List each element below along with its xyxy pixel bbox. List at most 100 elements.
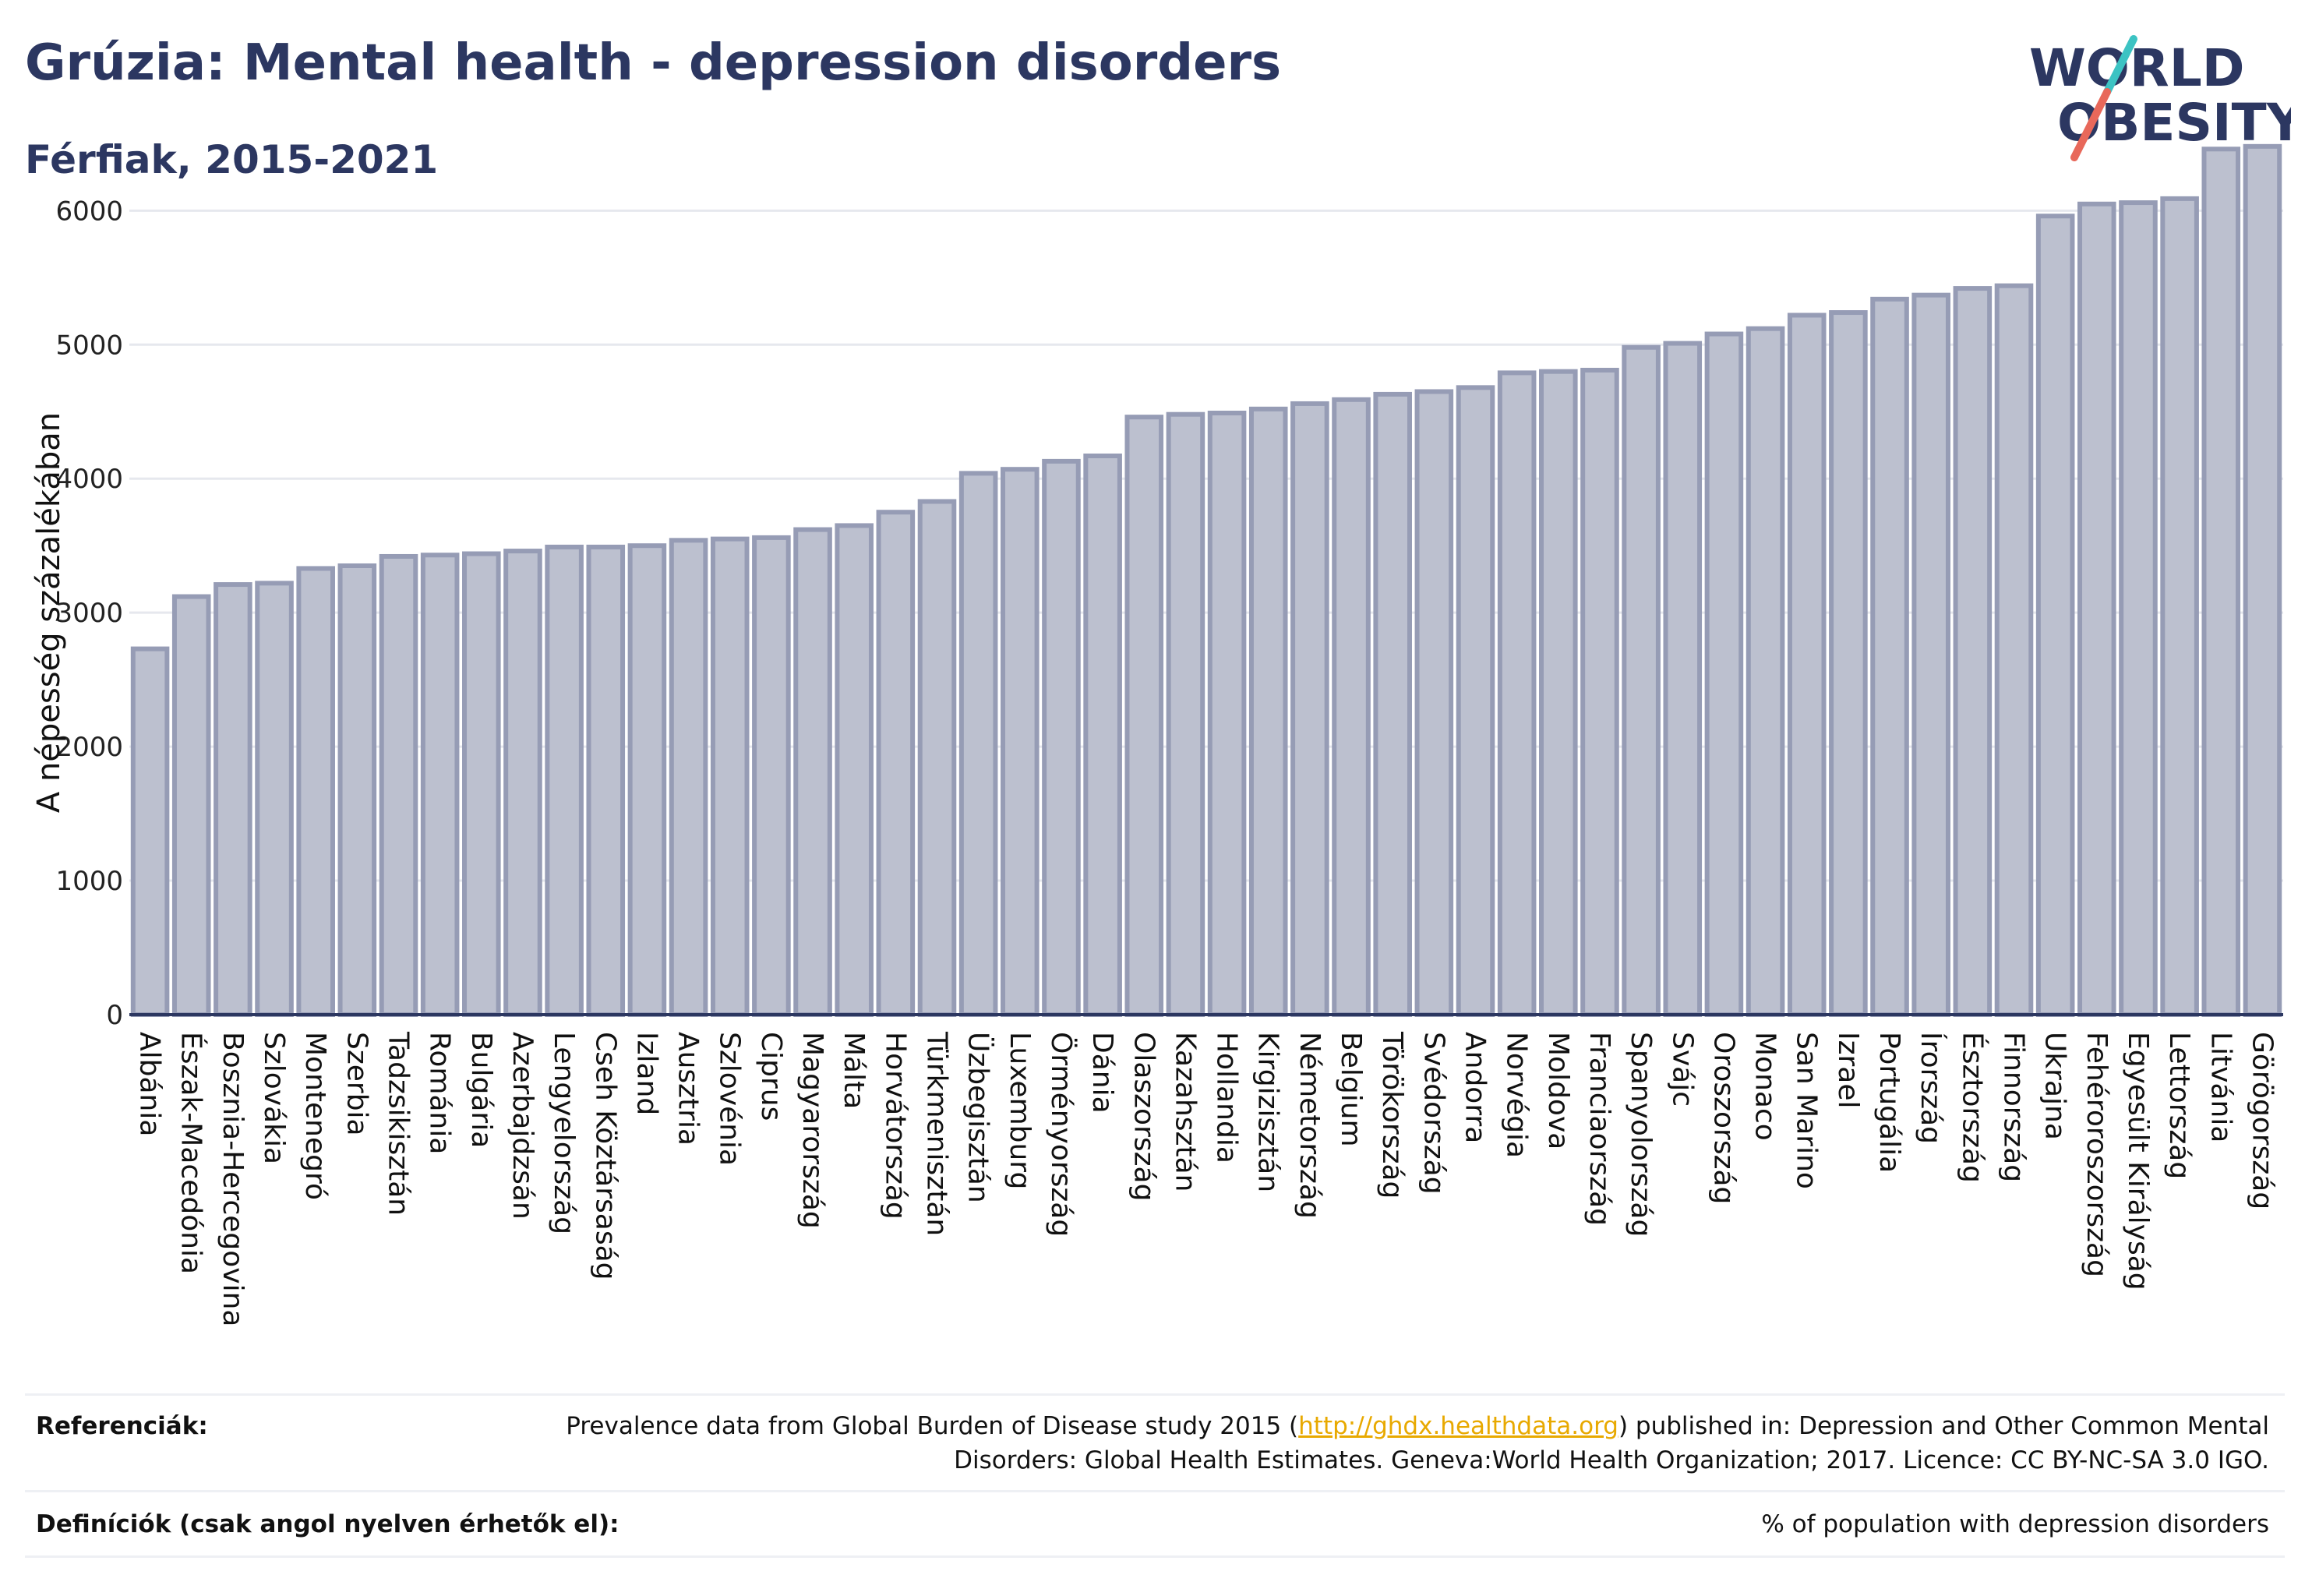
- x-tick-label: San Marino: [1791, 1032, 1823, 1189]
- bar[interactable]: [1207, 410, 1247, 1017]
- bar[interactable]: [835, 523, 874, 1017]
- x-tick-label: Írország: [1915, 1032, 1947, 1144]
- bar[interactable]: [1953, 286, 1993, 1018]
- bar[interactable]: [1373, 391, 1412, 1017]
- x-tick-label: Üzbegisztán: [962, 1032, 995, 1203]
- bar[interactable]: [1787, 312, 1827, 1018]
- bar[interactable]: [752, 535, 791, 1017]
- x-tick-label: Fehéroroszország: [2081, 1032, 2113, 1277]
- x-tick-label: Szerbia: [341, 1032, 372, 1136]
- bar[interactable]: [1539, 369, 1578, 1017]
- x-tick-label: Albánia: [134, 1032, 166, 1136]
- x-tick-label: Egyesült Királyság: [2122, 1032, 2154, 1291]
- bar[interactable]: [1042, 458, 1081, 1017]
- x-tick-label: Lengyelország: [548, 1032, 580, 1234]
- bar[interactable]: [462, 551, 501, 1017]
- y-tick-label: 3000: [55, 598, 123, 629]
- bar[interactable]: [420, 553, 460, 1017]
- bar[interactable]: [545, 544, 584, 1017]
- y-axis-label: A népesség százalékában: [31, 412, 67, 813]
- bar[interactable]: [1829, 310, 1868, 1017]
- x-tick-label: Magyarország: [796, 1032, 828, 1229]
- x-tick-label: Oroszország: [1707, 1032, 1739, 1204]
- bar[interactable]: [1456, 385, 1495, 1017]
- bar[interactable]: [214, 582, 252, 1017]
- x-tick-label: Izrael: [1832, 1032, 1864, 1109]
- bar[interactable]: [917, 499, 957, 1017]
- references-text-start: Prevalence data from Global Burden of Di…: [566, 1412, 1299, 1440]
- x-tick-label: Dánia: [1086, 1032, 1118, 1114]
- bar[interactable]: [1746, 326, 1785, 1018]
- x-tick-label: Izland: [630, 1032, 662, 1115]
- x-tick-label: Kirgizisztán: [1252, 1032, 1284, 1192]
- bar[interactable]: [1083, 454, 1122, 1017]
- bar[interactable]: [296, 566, 335, 1017]
- y-tick-label: 2000: [55, 732, 123, 763]
- x-tick-label: Szlovénia: [714, 1032, 746, 1166]
- bar[interactable]: [2035, 214, 2075, 1017]
- bar[interactable]: [627, 543, 667, 1017]
- definitions-label: Definíciók (csak angol nyelven érhetők e…: [36, 1510, 619, 1538]
- bar[interactable]: [1124, 415, 1164, 1017]
- bar[interactable]: [2160, 196, 2199, 1018]
- logo-slash-top: [2103, 35, 2137, 96]
- x-tick-label: Ausztria: [672, 1032, 704, 1146]
- x-tick-label: Románia: [424, 1032, 456, 1154]
- footer-divider: [25, 1393, 2285, 1396]
- logo-line1: WORLD: [2029, 38, 2245, 98]
- x-tick-label: Bulgária: [465, 1032, 497, 1148]
- x-tick-label: Horvátország: [879, 1032, 911, 1220]
- bar[interactable]: [1166, 411, 1205, 1017]
- bar[interactable]: [2243, 143, 2282, 1017]
- bar[interactable]: [586, 544, 626, 1017]
- bar[interactable]: [1332, 397, 1371, 1017]
- bar[interactable]: [130, 646, 170, 1017]
- bar[interactable]: [669, 538, 708, 1017]
- bar[interactable]: [876, 510, 916, 1017]
- bar[interactable]: [1414, 389, 1454, 1017]
- x-tick-label: Montenegró: [299, 1032, 331, 1200]
- x-tick-label: Málta: [838, 1032, 870, 1109]
- y-tick-label: 4000: [55, 464, 123, 495]
- y-tick-label: 6000: [55, 196, 123, 227]
- x-tick-label: Svájc: [1666, 1032, 1698, 1107]
- bar[interactable]: [1290, 401, 1329, 1017]
- bar[interactable]: [337, 563, 377, 1017]
- bar[interactable]: [1622, 344, 1661, 1017]
- bar[interactable]: [1580, 367, 1619, 1017]
- x-tick-label: Bosznia-Hercegovina: [217, 1032, 249, 1326]
- bar[interactable]: [1994, 283, 2034, 1017]
- bar[interactable]: [503, 549, 542, 1017]
- x-tick-label: Lettország: [2163, 1032, 2195, 1179]
- x-tick-label: Ciprus: [755, 1032, 787, 1121]
- x-tick-label: Portugália: [1873, 1032, 1905, 1173]
- bar[interactable]: [1870, 296, 1909, 1017]
- chart-title: Grúzia: Mental health - depression disor…: [25, 34, 1282, 92]
- bars: [130, 143, 2282, 1018]
- x-tick-label: Belgium: [1335, 1032, 1367, 1147]
- bar[interactable]: [2077, 201, 2116, 1017]
- y-tick-label: 1000: [55, 866, 123, 897]
- bar[interactable]: [1663, 341, 1703, 1017]
- x-tick-label: Luxemburg: [1004, 1032, 1036, 1189]
- definitions-text: % of population with depression disorder…: [1761, 1510, 2269, 1538]
- bar[interactable]: [1497, 370, 1537, 1018]
- references-label: Referenciák:: [36, 1412, 208, 1440]
- x-tick-label: Türkmenisztán: [921, 1031, 953, 1236]
- bar[interactable]: [1001, 467, 1040, 1017]
- x-tick-label: Görögország: [2246, 1032, 2278, 1209]
- world-obesity-logo: WORLD OBESITY: [2029, 35, 2291, 161]
- bar[interactable]: [1704, 331, 1744, 1017]
- bar[interactable]: [958, 471, 998, 1017]
- healthdata-link[interactable]: http://ghdx.healthdata.org: [1298, 1412, 1618, 1440]
- bar[interactable]: [2119, 200, 2158, 1018]
- bar[interactable]: [710, 536, 750, 1017]
- bar[interactable]: [793, 527, 832, 1017]
- bar[interactable]: [171, 594, 211, 1017]
- bar[interactable]: [379, 553, 418, 1017]
- bar[interactable]: [255, 581, 294, 1017]
- bar[interactable]: [1248, 406, 1288, 1017]
- bar[interactable]: [1911, 292, 1950, 1017]
- bar[interactable]: [2201, 147, 2241, 1018]
- references-text: Prevalence data from Global Burden of Di…: [555, 1409, 2269, 1478]
